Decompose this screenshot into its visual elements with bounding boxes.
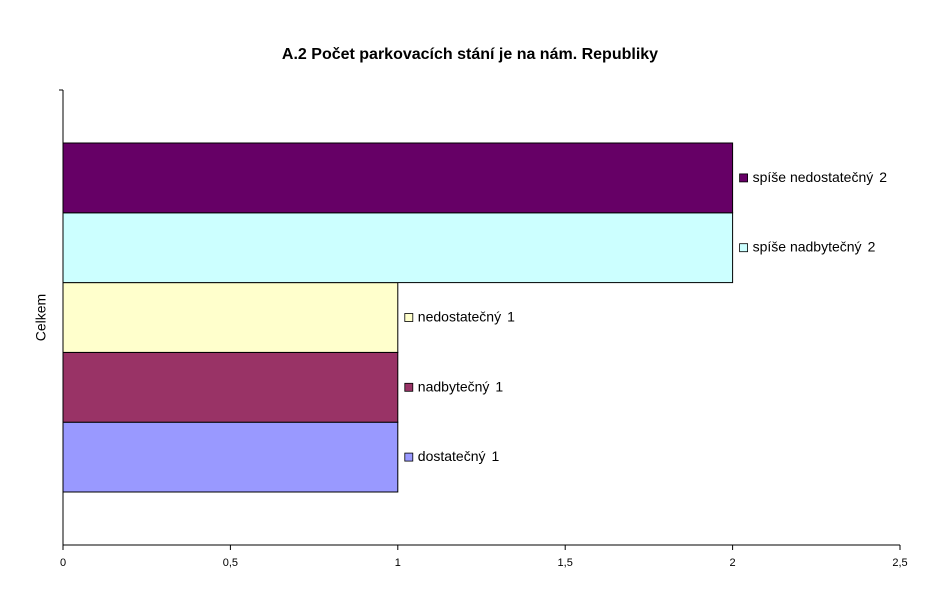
bar xyxy=(62,351,399,423)
x-tick-label: 0 xyxy=(60,557,66,569)
data-label: nedostatečný 1 xyxy=(418,308,515,324)
x-tick-label: 0,5 xyxy=(223,557,238,569)
data-label-value: 1 xyxy=(507,308,515,324)
x-tick-label: 1,5 xyxy=(558,557,573,569)
data-label-name: spíše nadbytečný xyxy=(753,238,862,254)
data-label-value: 2 xyxy=(879,169,887,185)
bar xyxy=(62,212,734,284)
label-key xyxy=(404,313,414,322)
data-label-name: nedostatečný xyxy=(418,308,501,324)
label-key xyxy=(404,452,414,462)
data-label: spíše nadbytečný 2 xyxy=(753,238,876,254)
data-label: nadbytečný 1 xyxy=(418,378,504,394)
data-label: dostatečný 1 xyxy=(418,448,500,464)
data-label-value: 2 xyxy=(868,238,876,254)
x-tick-label: 2 xyxy=(730,557,736,569)
y-category-label: Celkem xyxy=(33,294,49,341)
data-label-value: 1 xyxy=(492,448,500,464)
chart-title: A.2 Počet parkovacích stání je na nám. R… xyxy=(282,46,658,63)
label-key xyxy=(739,243,748,253)
label-key xyxy=(739,173,748,183)
bar xyxy=(62,142,734,214)
data-label-name: dostatečný xyxy=(418,448,486,464)
data-label-name: spíše nedostatečný xyxy=(753,169,874,185)
data-label: spíše nedostatečný 2 xyxy=(753,169,888,185)
label-key xyxy=(404,382,414,392)
bar xyxy=(62,282,399,353)
bar xyxy=(62,421,399,493)
data-label-value: 1 xyxy=(495,378,503,394)
data-label-name: nadbytečný xyxy=(418,378,490,394)
x-tick-label: 2,5 xyxy=(892,557,907,569)
x-tick-label: 1 xyxy=(395,557,401,569)
